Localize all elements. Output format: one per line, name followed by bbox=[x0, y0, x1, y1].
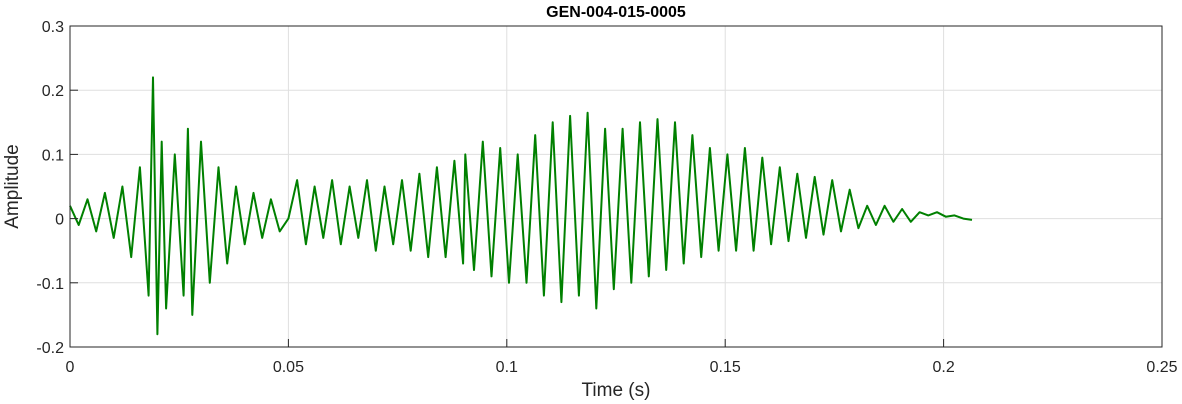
x-tick-label: 0.15 bbox=[710, 359, 741, 376]
y-tick-label: 0.3 bbox=[42, 19, 64, 36]
x-tick-label: 0.25 bbox=[1146, 359, 1177, 376]
y-tick-label: 0 bbox=[55, 212, 64, 229]
x-tick-label: 0 bbox=[66, 359, 75, 376]
x-axis: 0 0.05 0.1 0.15 0.2 0.25 bbox=[66, 339, 1178, 376]
y-tick-label: 0.1 bbox=[42, 147, 64, 164]
x-tick-label: 0.05 bbox=[273, 359, 304, 376]
plot-area bbox=[70, 26, 1162, 347]
x-axis-label: Time (s) bbox=[582, 380, 651, 401]
plot-frame bbox=[69, 25, 1163, 348]
y-tick-label: -0.1 bbox=[36, 276, 64, 293]
x-tick-label: 0.2 bbox=[932, 359, 954, 376]
y-tick-label: 0.2 bbox=[42, 83, 64, 100]
y-tick-label: -0.2 bbox=[36, 340, 64, 357]
chart-title: GEN-004-015-0005 bbox=[546, 4, 686, 21]
y-axis: -0.2 -0.1 0 0.1 0.2 0.3 bbox=[36, 19, 78, 357]
x-tick-label: 0.1 bbox=[496, 359, 518, 376]
series-line bbox=[69, 76, 973, 336]
y-axis-label: Amplitude bbox=[2, 144, 23, 229]
